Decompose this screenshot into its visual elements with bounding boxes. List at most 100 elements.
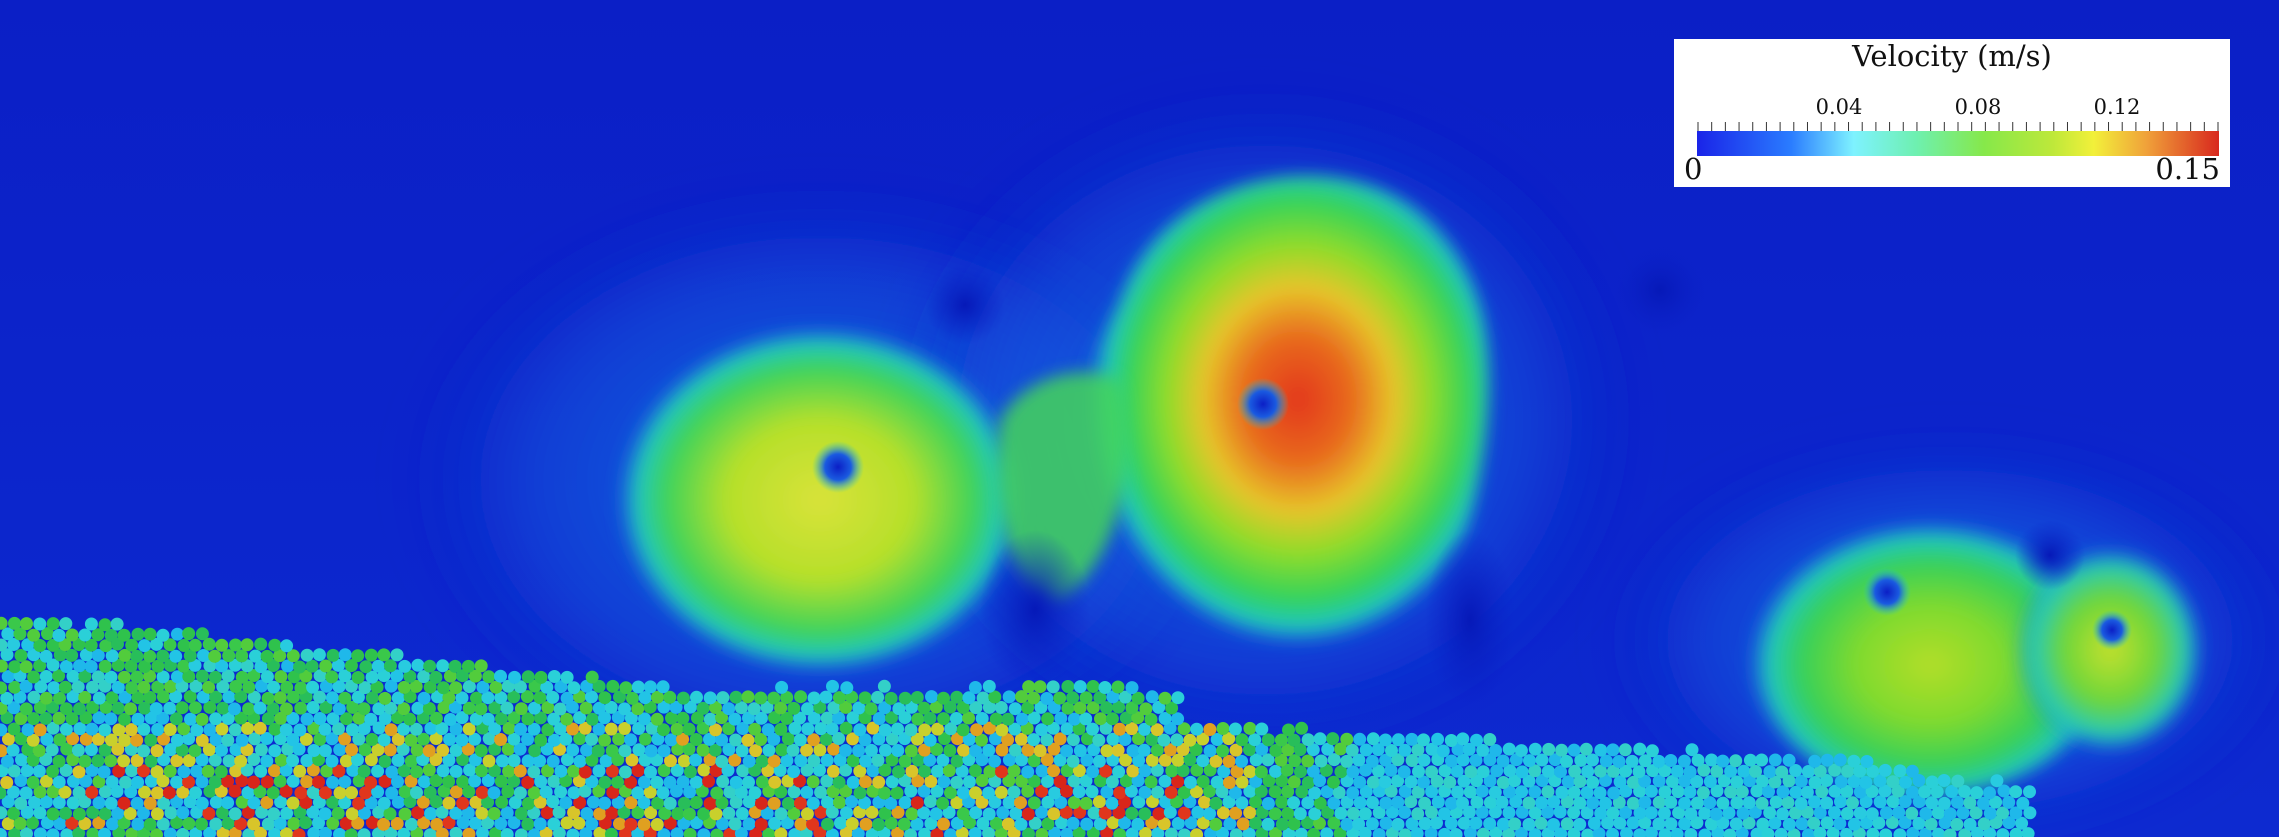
- sediment-particle: [66, 690, 80, 704]
- sediment-particle: [507, 732, 521, 746]
- sediment-particle: [839, 744, 852, 757]
- sediment-particle: [507, 690, 521, 704]
- sediment-particle: [1269, 744, 1283, 757]
- sediment-particle: [143, 796, 157, 810]
- sediment-particle: [228, 723, 242, 737]
- sediment-particle: [1508, 817, 1522, 831]
- sediment-particle: [872, 775, 886, 789]
- sediment-particle: [1417, 775, 1430, 789]
- sediment-particle: [27, 712, 41, 726]
- sediment-particle: [1561, 775, 1575, 789]
- sediment-particle: [1035, 828, 1049, 837]
- sediment-particle: [1912, 816, 1926, 830]
- sediment-particle: [2023, 806, 2037, 820]
- sediment-particle: [1314, 754, 1328, 768]
- sediment-particle: [32, 764, 46, 778]
- sediment-particle: [280, 639, 294, 653]
- sediment-particle: [234, 754, 248, 768]
- sediment-particle: [794, 754, 808, 768]
- sediment-particle: [1893, 828, 1907, 837]
- sediment-particle: [111, 680, 125, 694]
- sediment-particle: [742, 775, 755, 789]
- sediment-particle: [936, 796, 950, 810]
- sediment-particle: [624, 711, 638, 725]
- sediment-particle: [455, 691, 469, 705]
- sediment-particle: [1951, 774, 1965, 788]
- sediment-particle: [1112, 806, 1126, 819]
- sediment-particle: [1438, 827, 1452, 837]
- sediment-particle: [33, 723, 47, 737]
- sediment-particle: [806, 817, 820, 831]
- sediment-particle: [508, 670, 521, 684]
- sediment-particle: [585, 712, 599, 726]
- sediment-particle: [638, 712, 651, 726]
- sediment-particle: [1048, 786, 1062, 800]
- sediment-particle: [1359, 763, 1373, 777]
- sediment-particle: [449, 764, 463, 778]
- sediment-particle: [312, 648, 326, 662]
- sediment-particle: [143, 690, 157, 704]
- sediment-particle: [1150, 743, 1164, 757]
- sediment-particle: [430, 817, 444, 831]
- sediment-particle: [669, 700, 683, 714]
- sediment-particle: [1776, 807, 1790, 821]
- sediment-particle: [1164, 785, 1178, 799]
- sediment-particle: [793, 711, 807, 725]
- sediment-particle: [501, 742, 515, 756]
- sediment-particle: [240, 638, 254, 652]
- sediment-particle: [170, 775, 184, 789]
- sediment-particle: [489, 680, 503, 694]
- sediment-particle: [1522, 817, 1536, 831]
- sediment-particle: [1483, 817, 1497, 831]
- sediment-particle: [170, 627, 184, 641]
- sediment-particle: [53, 733, 67, 747]
- sediment-particle: [293, 723, 307, 737]
- sediment-particle: [1365, 754, 1379, 768]
- sediment-particle: [1196, 775, 1210, 788]
- sediment-particle: [1963, 796, 1977, 810]
- sediment-particle: [878, 723, 892, 737]
- sediment-particle: [1943, 807, 1957, 821]
- sediment-particle: [708, 743, 722, 757]
- sediment-particle: [1425, 765, 1439, 779]
- sediment-particle: [235, 733, 249, 747]
- sediment-particle: [1243, 721, 1257, 735]
- sediment-particle: [1041, 712, 1055, 726]
- sediment-particle: [559, 796, 573, 810]
- sediment-particle: [1581, 765, 1595, 778]
- sediment-particle: [1795, 817, 1809, 831]
- sediment-particle: [1724, 785, 1738, 799]
- sediment-particle: [585, 670, 599, 684]
- sediment-particle: [156, 649, 170, 663]
- sediment-particle: [566, 722, 580, 736]
- sediment-particle: [344, 828, 358, 837]
- sediment-particle: [1840, 784, 1854, 798]
- sediment-particle: [1606, 827, 1619, 837]
- sediment-particle: [1183, 733, 1197, 747]
- sediment-particle: [254, 637, 268, 651]
- sediment-particle: [723, 827, 737, 837]
- sediment-particle: [416, 711, 430, 725]
- sediment-particle: [820, 753, 834, 767]
- sediment-particle: [546, 754, 560, 768]
- sediment-particle: [1828, 806, 1841, 820]
- sediment-particle: [125, 638, 139, 652]
- sediment-particle: [195, 669, 209, 683]
- sediment-particle: [359, 786, 372, 800]
- sediment-particle: [78, 817, 92, 830]
- sediment-particle: [195, 712, 209, 726]
- sediment-particle: [1514, 744, 1528, 758]
- sediment-particle: [514, 828, 528, 837]
- sediment-particle: [1072, 722, 1086, 736]
- sediment-particle: [481, 712, 495, 726]
- sediment-particle: [1800, 785, 1814, 799]
- sediment-particle: [670, 827, 684, 837]
- sediment-particle: [429, 795, 443, 809]
- sediment-particle: [1542, 742, 1556, 756]
- sediment-particle: [52, 711, 66, 725]
- sediment-particle: [325, 670, 339, 684]
- sediment-particle: [962, 691, 976, 705]
- sediment-particle: [306, 805, 320, 819]
- sediment-particle: [546, 690, 560, 704]
- sediment-particle: [969, 701, 983, 715]
